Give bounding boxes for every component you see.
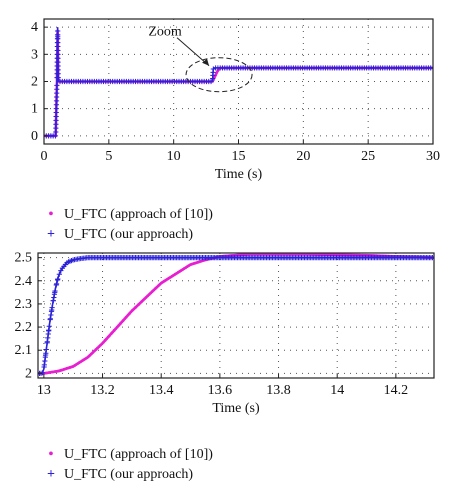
x-tick-label: 10 (167, 149, 181, 164)
x-tick-label: 13.2 (90, 383, 115, 398)
plus-marker (53, 281, 60, 287)
plus-marker (51, 294, 57, 301)
plus-marker (51, 291, 58, 297)
top-chart: 0 5 10 15 20 25 30 0 1 2 3 4 Time (s) Zoom (31, 18, 440, 182)
plus-marker (46, 323, 52, 329)
legend-plus-marker: + (47, 227, 55, 242)
dot-marker (121, 319, 125, 322)
x-tick-label: 13.8 (266, 383, 291, 398)
dot-marker (107, 335, 110, 339)
x-tick-label: 25 (361, 149, 375, 164)
zoom-arrow-line (176, 37, 210, 67)
legend-label-ours: U_FTC (our approach) (64, 227, 194, 242)
x-axis-label: Time (s) (212, 401, 260, 416)
series-group (38, 253, 434, 376)
zoom-arrow-head (202, 58, 210, 66)
dot-marker (112, 328, 116, 332)
plus-marker (50, 298, 56, 304)
plus-marker (43, 346, 49, 353)
x-tick-label: 20 (296, 149, 310, 164)
series-ours-markers (38, 255, 434, 376)
plus-marker (52, 288, 58, 294)
x-tick-label: 30 (426, 149, 440, 164)
legend-dot-marker: • (48, 447, 54, 462)
dot-marker (127, 312, 131, 316)
legend-entry-ours: + U_FTC (our approach) (44, 225, 213, 245)
legend-entry-ours: + U_FTC (our approach) (44, 465, 213, 485)
zoom-legend: • U_FTC (approach of [10]) + U_FTC (our … (44, 445, 213, 485)
plus-marker (49, 305, 55, 311)
legend-plus-marker: + (47, 467, 55, 482)
zoom-ellipse (185, 57, 253, 93)
top-legend: • U_FTC (approach of [10]) + U_FTC (our … (44, 205, 213, 245)
zoom-label: Zoom (148, 25, 182, 40)
y-tick-label: 2.2 (15, 320, 33, 335)
x-tick-label: 0 (41, 149, 48, 164)
x-tick-label: 13.6 (208, 383, 233, 398)
plus-marker (56, 271, 62, 277)
x-tick-label: 14.2 (384, 383, 409, 398)
y-tick-label: 2.4 (15, 274, 33, 289)
dot-marker (104, 338, 107, 342)
y-tick-label: 3 (31, 47, 38, 62)
series-group (44, 27, 433, 139)
plot-frame (37, 252, 435, 379)
y-tick-label: 2.5 (15, 251, 33, 266)
y-tick-label: 2 (31, 75, 38, 90)
dot-marker (118, 322, 122, 326)
x-tick-label: 15 (232, 149, 246, 164)
plus-marker (430, 65, 433, 71)
legend-label-approach10: U_FTC (approach of [10]) (64, 207, 213, 222)
x-tick-label: 5 (105, 149, 112, 164)
plus-marker (55, 75, 61, 81)
y-tick-label: 2.1 (15, 343, 33, 358)
plus-marker (47, 316, 53, 322)
plus-marker (431, 255, 434, 261)
plus-marker (39, 370, 46, 376)
plus-marker (54, 82, 60, 88)
x-tick-label: 13.4 (149, 383, 174, 398)
legend-entry-approach10: • U_FTC (approach of [10]) (44, 445, 213, 465)
series-ours-markers (44, 28, 433, 139)
plus-marker (208, 78, 214, 85)
legend-entry-approach10: • U_FTC (approach of [10]) (44, 205, 213, 225)
x-tick-label: 13 (37, 383, 51, 398)
y-tick-label: 2 (25, 366, 32, 381)
x-axis-label: Time (s) (215, 167, 263, 182)
plot-area (38, 253, 434, 378)
dot-marker (109, 332, 113, 335)
y-tick-label: 1 (31, 102, 38, 117)
y-tick-label: 4 (31, 20, 38, 35)
x-tick-label: 14 (330, 383, 344, 398)
plus-marker (48, 308, 55, 314)
y-tick-label: 0 (31, 129, 38, 144)
y-tick-label: 2.3 (15, 297, 33, 312)
dot-marker (124, 315, 128, 319)
plus-marker (54, 277, 61, 283)
plus-marker (48, 312, 54, 318)
legend-dot-marker: • (48, 207, 54, 222)
legend-label-ours: U_FTC (our approach) (64, 467, 194, 482)
plus-marker (210, 69, 216, 75)
zoom-chart: 13 13.2 13.4 13.6 13.8 14 14.2 2 2.1 2.2 2.3 2.4 2.5… (15, 251, 435, 416)
legend-label-approach10: U_FTC (approach of [10]) (64, 447, 213, 462)
